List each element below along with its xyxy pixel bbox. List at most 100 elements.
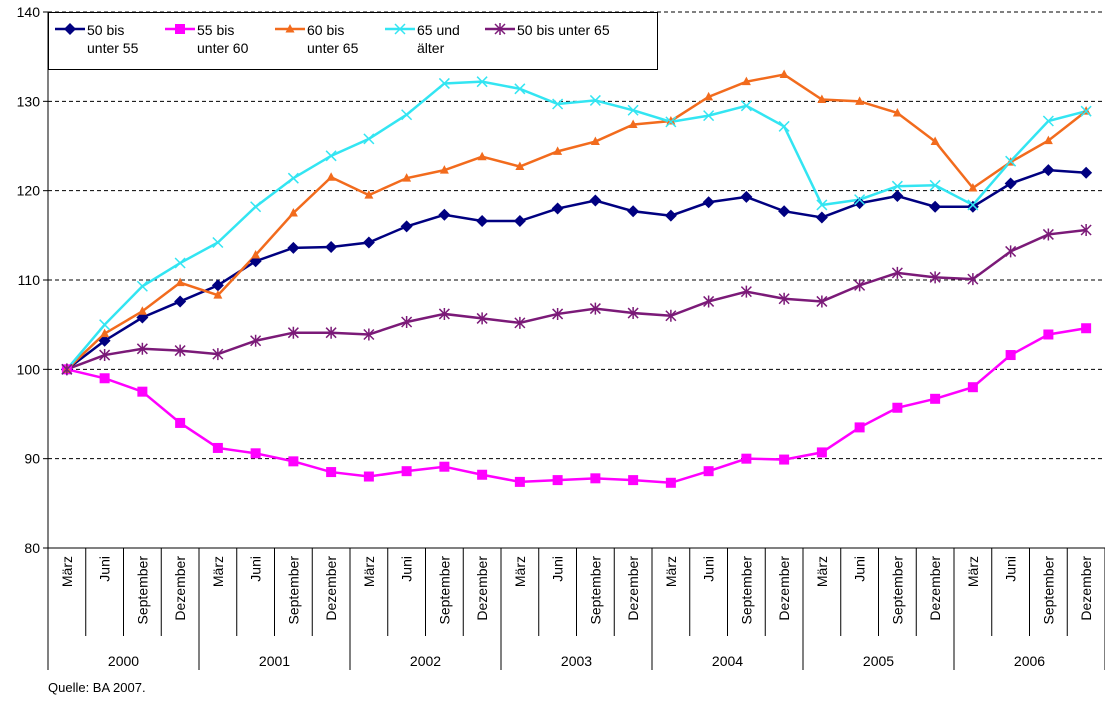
x-group-label: 2003 (561, 653, 592, 669)
legend-item: 60 bis unter 65 (273, 21, 379, 57)
marker (779, 69, 789, 79)
marker (853, 197, 866, 210)
marker (1005, 245, 1017, 258)
marker (854, 422, 865, 433)
marker (741, 76, 751, 86)
marker (363, 133, 375, 145)
marker (438, 307, 450, 320)
marker (325, 150, 337, 162)
marker (778, 120, 790, 132)
marker (816, 295, 828, 308)
marker (627, 205, 640, 218)
x-group-label: 2006 (1014, 653, 1045, 669)
marker (702, 196, 715, 209)
series-line (66, 228, 1087, 371)
marker (137, 306, 147, 315)
marker (552, 307, 564, 320)
marker (589, 302, 601, 315)
legend-item: 55 bis unter 60 (163, 21, 269, 57)
marker (212, 236, 224, 249)
marker (363, 328, 375, 341)
marker (778, 292, 790, 305)
y-tick-label: 80 (24, 540, 40, 556)
marker (211, 279, 224, 292)
marker (892, 402, 903, 413)
marker (704, 91, 714, 101)
x-group-label: 2005 (863, 653, 894, 669)
marker (174, 295, 187, 308)
marker (325, 240, 338, 253)
marker (137, 386, 148, 397)
marker (703, 295, 715, 308)
marker (665, 309, 677, 322)
x-tick-label: September (889, 556, 905, 625)
x-tick-label: März (814, 556, 830, 587)
marker (1005, 155, 1017, 167)
marker (174, 257, 186, 269)
marker (476, 215, 489, 228)
marker (778, 205, 791, 218)
x-group-label: 2004 (712, 653, 743, 669)
marker (589, 194, 602, 207)
marker (855, 96, 865, 105)
marker (514, 476, 525, 487)
marker (1081, 323, 1092, 334)
marker (364, 190, 374, 199)
legend-swatch (165, 24, 195, 34)
marker (968, 182, 978, 192)
marker (817, 94, 827, 104)
marker (136, 280, 148, 292)
x-tick-label: September (1040, 556, 1056, 625)
x-tick-label: Dezember (474, 556, 490, 621)
marker (513, 215, 526, 228)
x-tick-label: Dezember (927, 556, 943, 621)
marker (930, 136, 940, 146)
marker (362, 236, 375, 249)
x-tick-label: Juni (97, 556, 113, 582)
marker (401, 109, 413, 121)
x-group-label: 2002 (410, 653, 441, 669)
legend-label: 65 und älter (417, 22, 460, 56)
marker (552, 98, 564, 110)
series-line (66, 327, 1087, 485)
x-tick-label: Dezember (323, 556, 339, 621)
marker (249, 255, 262, 268)
legend-swatch (385, 23, 415, 35)
marker (815, 211, 828, 224)
x-tick-label: März (210, 556, 226, 587)
marker (929, 200, 942, 213)
marker (891, 266, 903, 279)
y-tick-label: 100 (17, 361, 41, 377)
marker (136, 342, 148, 355)
marker (515, 161, 525, 171)
marker (553, 146, 563, 155)
marker (1042, 115, 1054, 127)
x-tick-label: September (134, 556, 150, 625)
legend-label: 50 bis unter 55 (87, 22, 139, 56)
legend: 50 bis unter 55 55 bis unter 60 60 bis unt… (48, 12, 658, 70)
marker (287, 172, 299, 184)
marker (175, 277, 185, 287)
marker (288, 208, 298, 217)
x-tick-label: September (587, 556, 603, 625)
marker (1042, 164, 1055, 177)
y-tick-label: 120 (17, 183, 41, 199)
marker (394, 23, 406, 35)
x-tick-label: September (285, 556, 301, 625)
x-tick-label: September (738, 556, 754, 625)
marker (212, 442, 223, 453)
marker (363, 471, 374, 482)
x-tick-label: März (965, 556, 981, 587)
marker (1043, 135, 1053, 145)
marker (929, 179, 941, 191)
legend-label: 55 bis unter 60 (197, 22, 249, 56)
marker (1042, 228, 1054, 241)
marker (1080, 105, 1092, 117)
marker (438, 208, 451, 221)
marker (930, 393, 941, 404)
legend-item: 50 bis unter 55 (53, 21, 159, 57)
marker (175, 417, 186, 428)
marker (1080, 223, 1092, 236)
x-tick-label: März (59, 556, 75, 587)
marker (891, 180, 903, 192)
